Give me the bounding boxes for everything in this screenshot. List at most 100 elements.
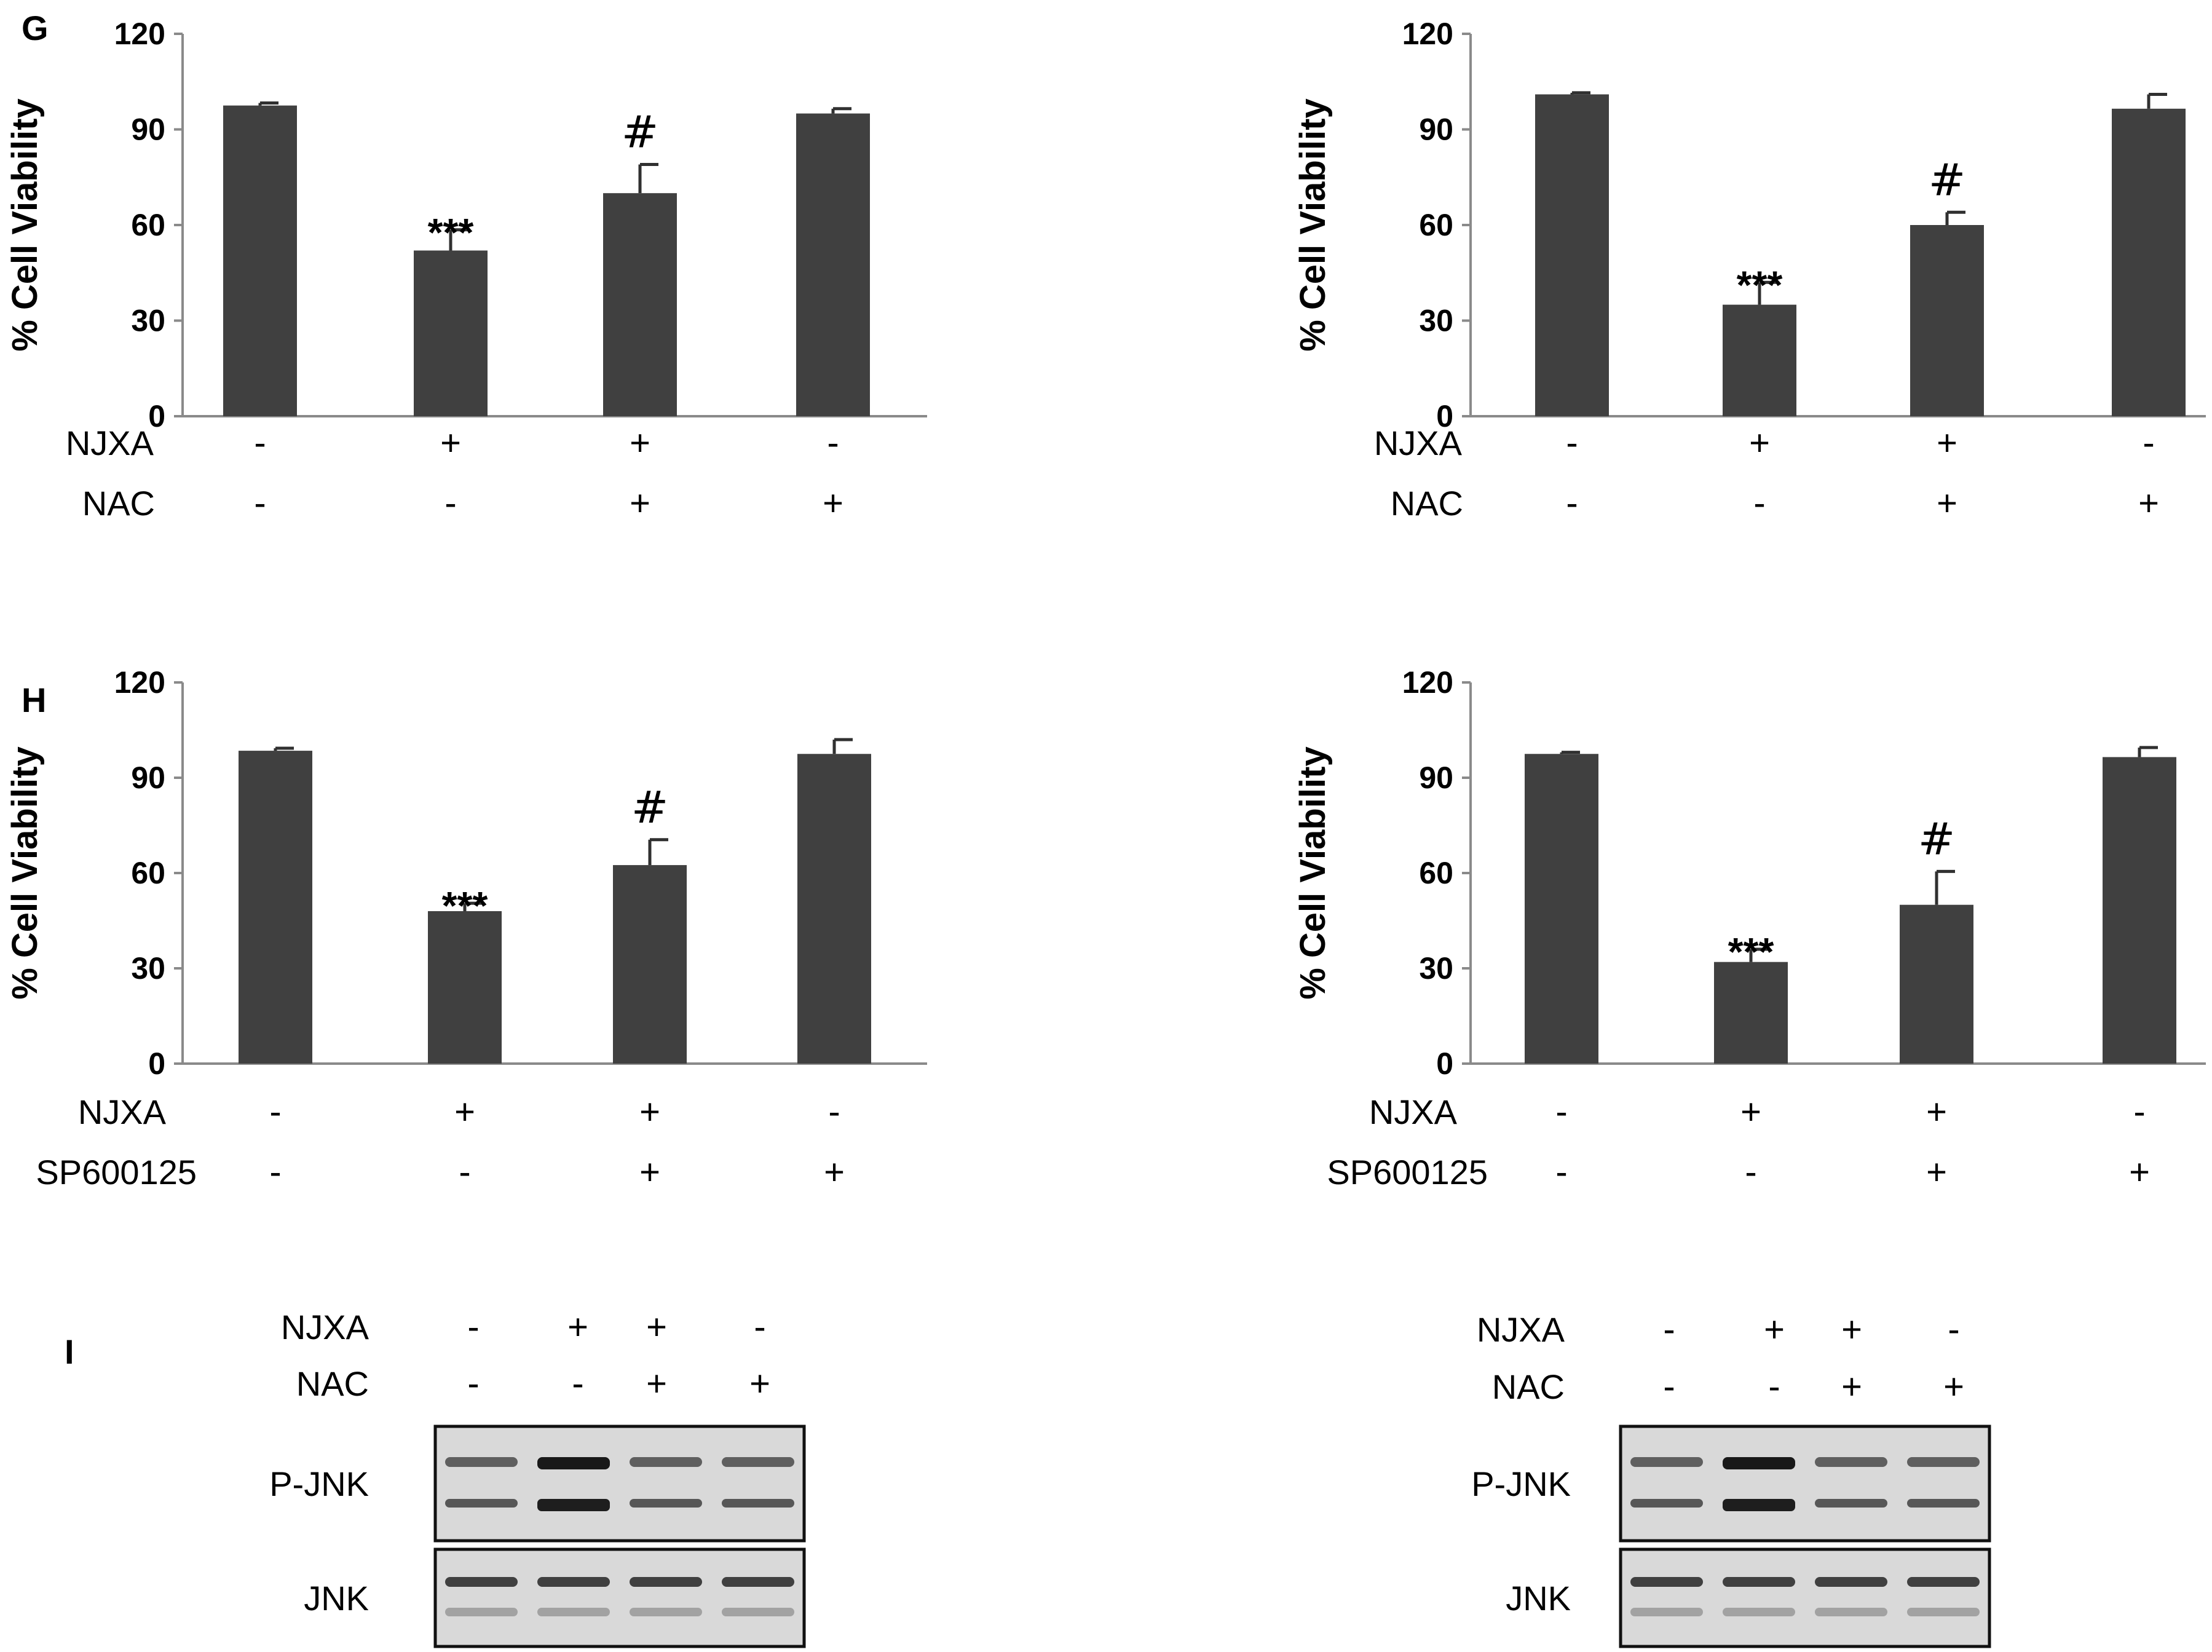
blot-band — [1723, 1577, 1795, 1587]
blot-band — [1723, 1457, 1795, 1469]
y-tick-label: 30 — [131, 304, 165, 338]
treatment-sign: - — [1745, 1152, 1756, 1192]
treatment-sign: + — [454, 1092, 475, 1132]
blot-band — [1630, 1457, 1703, 1467]
y-tick-label: 0 — [148, 1046, 165, 1081]
treatment-label: NAC — [296, 1364, 369, 1403]
treatment-sign: - — [2143, 423, 2154, 463]
y-tick-label: 60 — [131, 208, 165, 242]
bar — [797, 754, 871, 1064]
treatment-sign: - — [254, 423, 266, 463]
y-tick-label: 0 — [1436, 399, 1453, 433]
treatment-sign: + — [824, 1152, 845, 1192]
treatment-sign: + — [1841, 1310, 1862, 1350]
treatment-sign: - — [1663, 1367, 1675, 1407]
treatment-label: NAC — [82, 484, 155, 523]
treatment-sign: - — [1566, 423, 1578, 463]
treatment-sign: + — [1841, 1367, 1862, 1407]
blot-band — [1723, 1608, 1795, 1616]
blot-frame — [1619, 1547, 1991, 1648]
bar — [1535, 94, 1609, 416]
y-tick-label: 90 — [131, 113, 165, 147]
blot-band — [537, 1577, 610, 1587]
blot-band — [537, 1457, 610, 1469]
treatment-sign: - — [1566, 483, 1578, 523]
panel-letter: I — [65, 1332, 74, 1371]
y-tick-label: 60 — [1419, 856, 1453, 890]
y-tick-label: 0 — [1436, 1046, 1453, 1081]
treatment-sign: - — [459, 1152, 470, 1192]
y-axis-label: % Cell Viability — [5, 746, 45, 1000]
bar — [428, 911, 502, 1064]
y-tick-label: 90 — [1419, 113, 1453, 147]
treatment-label: NJXA — [78, 1093, 167, 1131]
significance-hash: # — [1929, 154, 1965, 205]
y-tick-label: 120 — [1402, 17, 1453, 51]
blot-band — [537, 1499, 610, 1511]
treatment-sign: - — [2133, 1092, 2145, 1132]
treatment-label: NJXA — [1374, 424, 1463, 462]
treatment-sign: + — [639, 1152, 660, 1192]
treatment-sign: - — [828, 1092, 840, 1132]
blot-band — [630, 1577, 702, 1587]
treatment-sign: + — [1926, 1092, 1947, 1132]
blot-band — [1723, 1499, 1795, 1511]
blot-band — [445, 1608, 518, 1616]
band-label: JNK — [304, 1579, 369, 1618]
treatment-sign: + — [567, 1307, 588, 1347]
bar — [1900, 904, 1973, 1064]
blot-band — [1815, 1457, 1887, 1467]
treatment-sign: - — [254, 483, 266, 523]
y-tick-label: 90 — [1419, 761, 1453, 795]
y-tick-label: 120 — [1402, 665, 1453, 700]
panel-letter: G — [22, 9, 49, 47]
treatment-sign: + — [1764, 1310, 1785, 1350]
treatment-sign: - — [827, 423, 839, 463]
y-tick-label: 30 — [1419, 304, 1453, 338]
bar — [239, 751, 312, 1064]
treatment-sign: + — [1749, 423, 1770, 463]
blot-frame — [433, 1547, 806, 1648]
significance-hash: # — [622, 106, 658, 158]
treatment-label: NAC — [1492, 1367, 1565, 1406]
bar-chart-4: 0 30 60 90 120 % Cell Viability *** # NJXA - + + - SP… — [1293, 665, 2206, 1192]
blot-band — [722, 1577, 794, 1587]
treatment-sign: - — [1555, 1092, 1567, 1132]
significance-stars: *** — [442, 883, 488, 928]
western-blot-1: NJXA - + + - NAC - - + + P-JNK JNK — [269, 1307, 806, 1648]
blot-band — [630, 1457, 702, 1467]
bar — [603, 193, 677, 416]
blot-band — [1907, 1499, 1980, 1508]
blot-band — [1630, 1499, 1703, 1508]
treatment-label: NAC — [1391, 484, 1463, 523]
treatment-sign: - — [1663, 1310, 1675, 1350]
bar — [2103, 757, 2176, 1064]
treatment-sign: - — [1948, 1310, 1959, 1350]
bar — [1910, 225, 1984, 416]
treatment-sign: + — [2129, 1152, 2150, 1192]
treatment-sign: + — [1937, 423, 1957, 463]
significance-hash: # — [1918, 813, 1955, 864]
treatment-sign: - — [269, 1152, 281, 1192]
treatment-sign: + — [1740, 1092, 1761, 1132]
blot-band — [630, 1608, 702, 1616]
treatment-sign: - — [1753, 483, 1765, 523]
bar — [1714, 962, 1788, 1064]
y-axis-label: % Cell Viability — [1293, 98, 1333, 352]
treatment-sign: + — [646, 1364, 667, 1404]
significance-hash: # — [631, 781, 668, 833]
treatment-sign: - — [444, 483, 456, 523]
treatment-label: NJXA — [1477, 1310, 1565, 1349]
bar — [2112, 108, 2186, 416]
blot-frame — [1619, 1425, 1991, 1543]
panel-letter: H — [22, 681, 46, 719]
blot-band — [1815, 1608, 1887, 1616]
y-tick-label: 60 — [131, 856, 165, 890]
western-blot-2: NJXA - + + - NAC - - + + P-JNK JNK — [1471, 1310, 1991, 1648]
blot-band — [445, 1499, 518, 1508]
treatment-label: SP600125 — [36, 1153, 197, 1192]
blot-band — [1815, 1499, 1887, 1508]
y-tick-label: 30 — [1419, 951, 1453, 986]
treatment-sign: + — [823, 483, 843, 523]
